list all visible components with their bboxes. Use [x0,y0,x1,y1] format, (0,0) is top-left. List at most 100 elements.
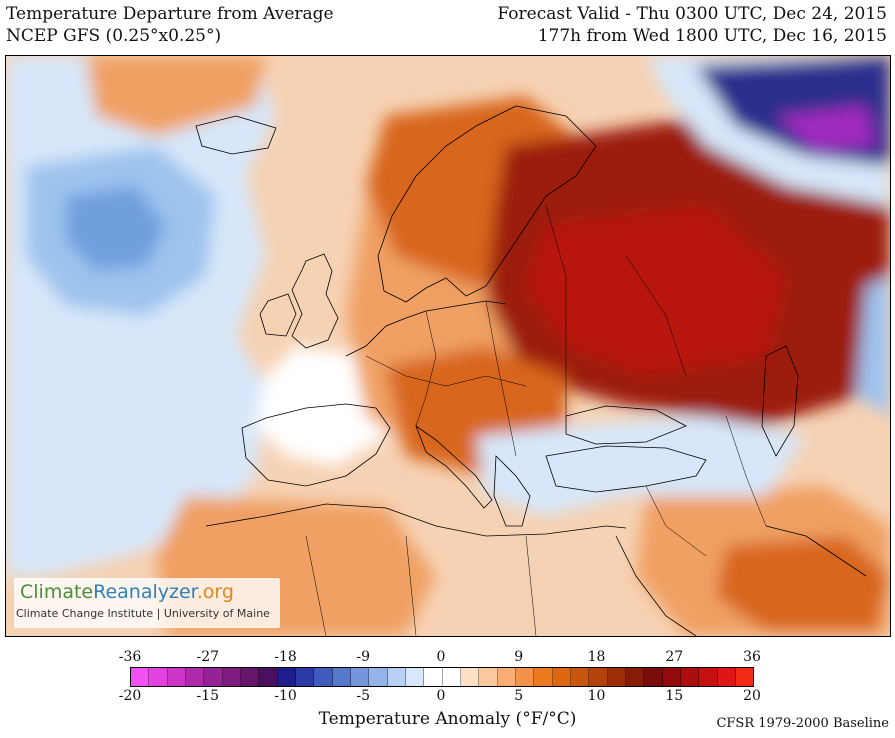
arctic-extreme-cold [776,106,876,151]
legend-fahrenheit-tick: 18 [587,649,606,665]
legend-celsius-tick: 10 [587,688,606,704]
greenland-warm [86,56,266,136]
legend-label: Temperature Anomaly (°F/°C) [318,709,577,729]
legend-swatch [424,668,443,686]
legend-swatch [387,668,406,686]
legend-swatch [552,668,571,686]
legend-swatch [131,668,150,686]
legend-fahrenheit-tick: 9 [514,649,524,665]
caspian-sea-outline [761,345,799,457]
legend-celsius-tick: -15 [196,688,220,704]
legend-swatch [149,668,168,686]
legend-swatch [625,668,645,686]
legend-swatch [515,668,535,686]
legend-swatch [534,668,553,686]
caspian-cool-streak [856,276,890,416]
legend-fahrenheit-tick: -27 [196,649,220,665]
legend-celsius-tick: 15 [665,688,684,704]
ireland-outline [259,293,297,337]
black-sea-outline [565,405,687,445]
italy-outline [415,424,493,509]
country-borders [305,205,767,636]
watermark-logo: ClimateReanalyzer.org [20,581,234,603]
europe-west-coast [345,300,507,357]
iceland-outline [195,115,277,155]
watermark-subtitle: Climate Change Institute | University of… [16,607,270,620]
coastlines [195,105,867,636]
legend-celsius-tick: -10 [274,688,297,704]
model-label: NCEP GFS (0.25°x0.25°) [6,26,222,46]
legend-swatch [589,668,608,686]
legend-swatch [277,668,296,686]
legend-fahrenheit-tick: 36 [743,649,761,665]
border-line [545,205,567,416]
legend-fahrenheit-tick: -18 [274,649,297,665]
legend-swatch [259,668,278,686]
persian-gulf-outline [765,525,867,577]
legend-swatch [717,668,736,686]
legend-swatch [460,668,480,686]
legend-swatch [680,668,700,686]
watermark-logo-part3: .org [196,581,234,603]
legend-fahrenheit-tick: -9 [356,649,371,665]
legend-swatch [240,668,260,686]
border-line [725,415,767,527]
border-line [405,535,417,636]
baseline-note: CFSR 1979-2000 Baseline [716,716,889,731]
legend-swatch [662,668,681,686]
border-line [525,535,537,636]
border-line [305,535,327,636]
north-africa-coast [205,503,627,537]
border-line [365,355,527,387]
russia-hot-core [526,206,786,376]
legend-swatch [167,668,186,686]
legend-celsius-tick: -5 [356,688,371,704]
legend-swatch [185,668,205,686]
anomaly-map[interactable]: ClimateReanalyzer.org Climate Change Ins… [5,55,891,637]
legend-swatch [332,668,351,686]
legend-swatch [497,668,516,686]
forecast-valid-label: Forecast Valid - Thu 0300 UTC, Dec 24, 2… [497,4,887,24]
legend-celsius-ticks: -20 -15 -10 -5 0 5 10 15 20 [0,687,895,707]
legend-celsius-tick: 0 [436,688,446,704]
border-line [485,300,517,457]
legend-fahrenheit-ticks: -36 -27 -18 -9 0 9 18 27 36 [0,648,895,668]
turkey-outline [545,445,707,493]
watermark-logo-part1: Climate [20,581,94,603]
forecast-lead-time-label: 177h from Wed 1800 UTC, Dec 16, 2015 [537,26,887,46]
legend-fahrenheit-tick: -36 [118,649,142,665]
border-line [625,255,687,377]
legend-swatch [295,668,315,686]
legend-fahrenheit-tick: 0 [436,649,446,665]
legend-color-bar [130,667,754,687]
legend-swatch [222,668,241,686]
iberia-outline [241,403,391,487]
legend-fahrenheit-tick: 27 [665,649,684,665]
legend-swatch [204,668,223,686]
watermark-logo-part2: Reanalyzer [93,581,197,603]
legend-swatch [442,668,461,686]
climate-reanalyzer-watermark: ClimateReanalyzer.org Climate Change Ins… [14,578,280,628]
legend-swatch [350,668,370,686]
anomaly-map-graphic [6,56,890,636]
arabia-hot-core [716,536,890,631]
atlantic-cold-core [66,186,166,271]
east-med-cool [476,416,806,516]
border-line [645,485,707,557]
legend-swatch [314,668,333,686]
legend-celsius-tick: -20 [118,688,142,704]
legend-swatch [369,668,388,686]
legend-swatch [699,668,718,686]
legend-swatch [570,668,590,686]
color-legend: -36 -27 -18 -9 0 9 18 27 36 -20 -15 -10 -5 0 5 10 15 20 … [0,640,895,738]
legend-celsius-tick: 20 [743,688,761,704]
legend-swatch [479,668,498,686]
legend-swatch [644,668,663,686]
legend-swatch [405,668,425,686]
legend-swatch [735,668,754,686]
legend-swatch [607,668,626,686]
legend-celsius-tick: 5 [514,688,524,704]
scandinavia-outline [377,105,597,303]
map-title: Temperature Departure from Average [6,4,334,24]
border-line [415,310,437,427]
